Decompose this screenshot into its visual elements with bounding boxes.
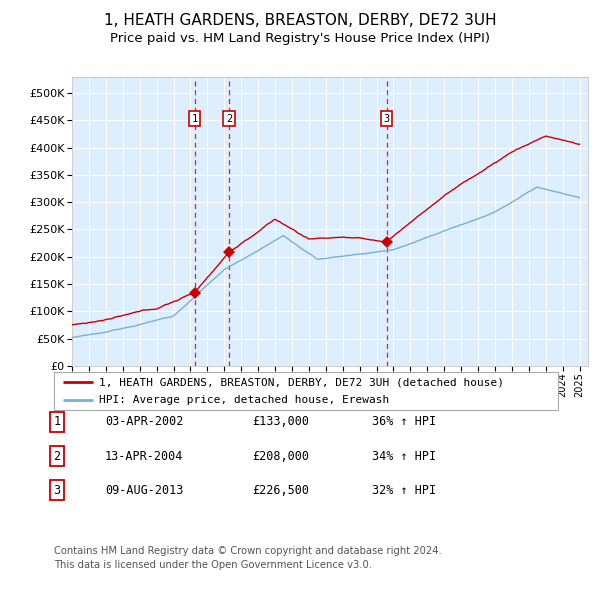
Text: 32% ↑ HPI: 32% ↑ HPI	[372, 484, 436, 497]
Text: 1: 1	[53, 415, 61, 428]
Text: 2: 2	[53, 450, 61, 463]
Text: £226,500: £226,500	[252, 484, 309, 497]
Text: Price paid vs. HM Land Registry's House Price Index (HPI): Price paid vs. HM Land Registry's House …	[110, 32, 490, 45]
Text: £208,000: £208,000	[252, 450, 309, 463]
Text: 13-APR-2004: 13-APR-2004	[105, 450, 184, 463]
Text: 3: 3	[53, 484, 61, 497]
Text: 1, HEATH GARDENS, BREASTON, DERBY, DE72 3UH: 1, HEATH GARDENS, BREASTON, DERBY, DE72 …	[104, 13, 496, 28]
Text: 3: 3	[383, 114, 390, 124]
Text: 03-APR-2002: 03-APR-2002	[105, 415, 184, 428]
Text: 36% ↑ HPI: 36% ↑ HPI	[372, 415, 436, 428]
Text: 2: 2	[226, 114, 232, 124]
Text: 34% ↑ HPI: 34% ↑ HPI	[372, 450, 436, 463]
Text: £133,000: £133,000	[252, 415, 309, 428]
Text: Contains HM Land Registry data © Crown copyright and database right 2024.
This d: Contains HM Land Registry data © Crown c…	[54, 546, 442, 570]
Text: 09-AUG-2013: 09-AUG-2013	[105, 484, 184, 497]
Text: 1: 1	[191, 114, 198, 124]
Text: 1, HEATH GARDENS, BREASTON, DERBY, DE72 3UH (detached house): 1, HEATH GARDENS, BREASTON, DERBY, DE72 …	[99, 378, 504, 388]
Text: HPI: Average price, detached house, Erewash: HPI: Average price, detached house, Erew…	[99, 395, 389, 405]
